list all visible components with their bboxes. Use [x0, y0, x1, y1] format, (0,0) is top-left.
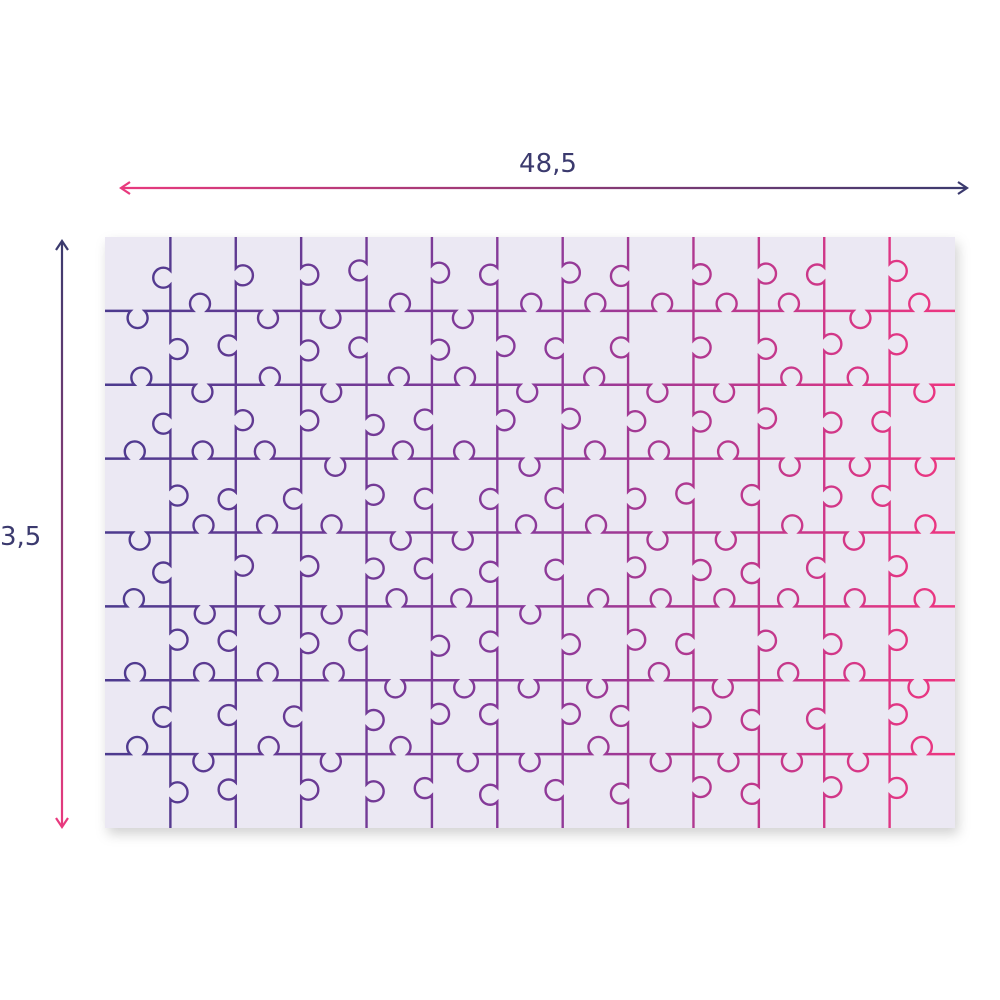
width-label: 48,5: [519, 149, 577, 179]
puzzle-cuts: [105, 237, 955, 828]
width-arrow: [119, 181, 969, 195]
puzzle-lines: [105, 237, 955, 828]
height-label: 3,5: [0, 522, 41, 552]
height-arrow: [55, 239, 69, 829]
